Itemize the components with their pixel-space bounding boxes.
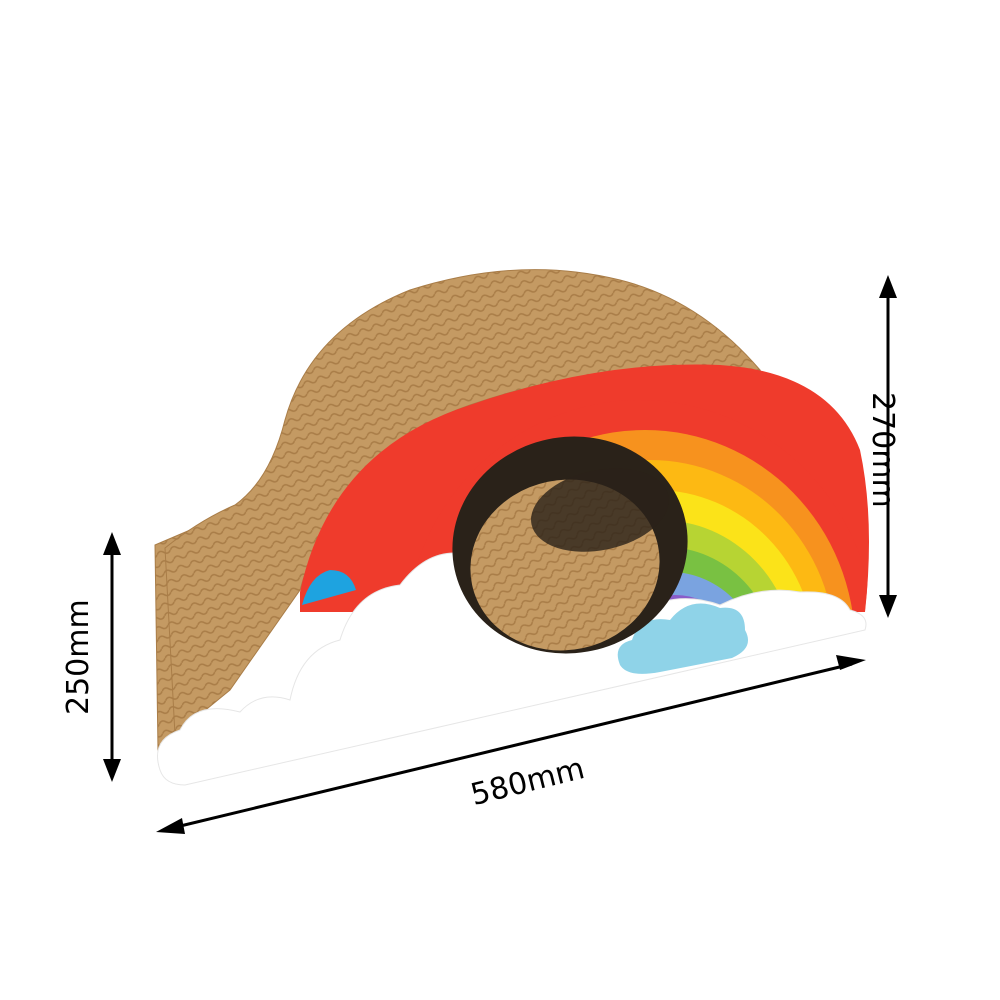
front-height-dimension-label: 270mm: [865, 392, 900, 508]
dimension-arrows: [103, 275, 897, 834]
left-blue-arc: [302, 570, 356, 605]
entry-hole: [452, 436, 688, 654]
back-height-dimension-label: 250mm: [61, 599, 96, 715]
